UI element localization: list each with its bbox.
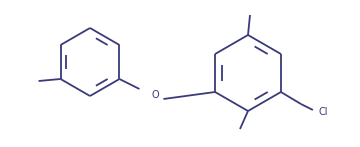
Text: Cl: Cl: [319, 107, 328, 117]
Text: O: O: [152, 90, 159, 100]
